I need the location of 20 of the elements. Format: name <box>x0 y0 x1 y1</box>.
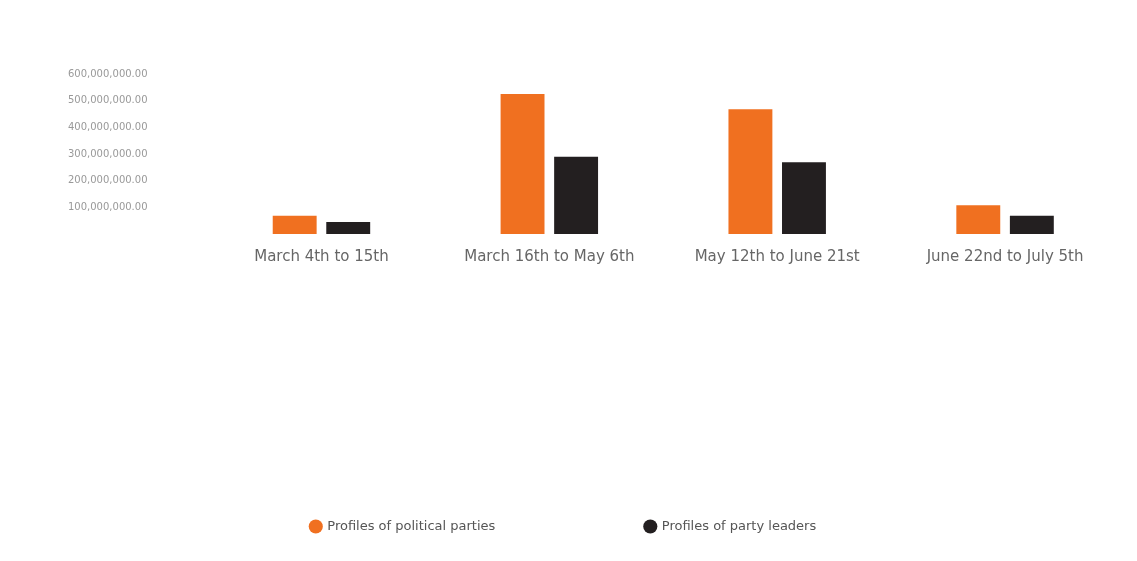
x-tick-label: March 4th to 15th <box>254 246 389 265</box>
y-tick-label: 500,000,000.00 <box>67 94 148 106</box>
bar <box>500 94 545 234</box>
bar <box>326 222 371 234</box>
y-tick-label: 100,000,000.00 <box>67 200 148 212</box>
x-tick-label: June 22nd to July 5th <box>925 246 1084 265</box>
y-tick-label: 600,000,000.00 <box>67 67 148 79</box>
bar <box>1009 215 1054 234</box>
bar <box>782 162 826 234</box>
x-tick-label: May 12th to June 21st <box>694 246 860 265</box>
bar <box>956 205 1001 234</box>
legend-label: Profiles of party leaders <box>661 517 817 533</box>
bar <box>554 156 599 234</box>
y-tick-label: 300,000,000.00 <box>67 147 148 159</box>
bar <box>728 109 773 234</box>
y-tick-label: 400,000,000.00 <box>67 120 148 132</box>
x-tick-label: March 16th to May 6th <box>464 246 635 265</box>
legend-label: Profiles of political parties <box>327 517 496 533</box>
bar <box>272 215 317 234</box>
y-tick-label: 200,000,000.00 <box>67 174 148 186</box>
